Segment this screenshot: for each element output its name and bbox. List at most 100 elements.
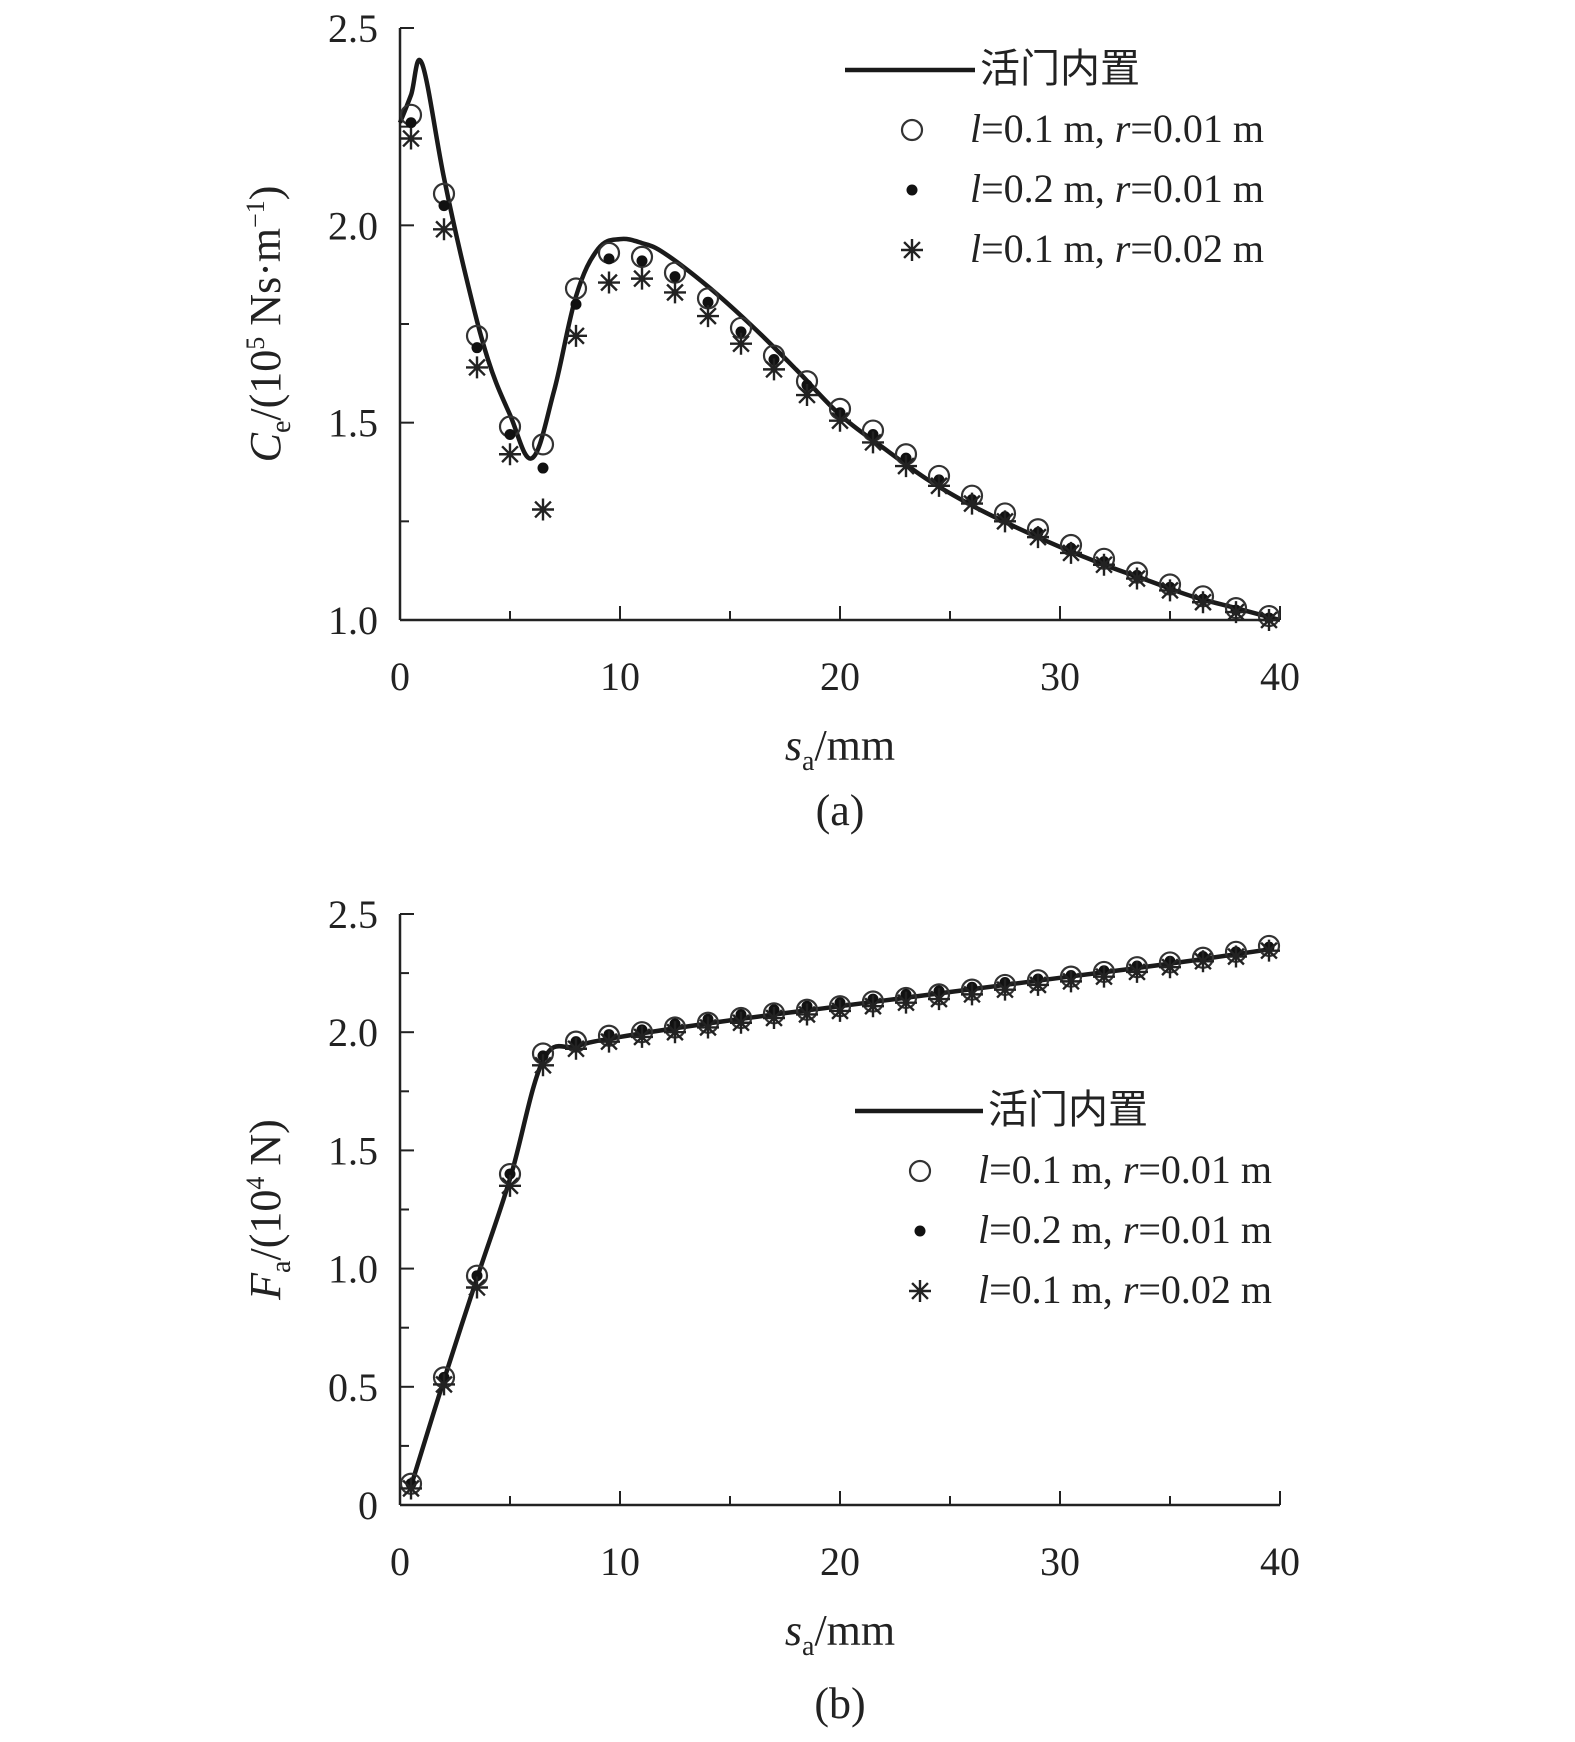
data-point-asterisk xyxy=(928,988,950,1011)
panel-label: (a) xyxy=(816,786,865,835)
data-point-asterisk xyxy=(829,999,851,1022)
data-point-asterisk xyxy=(697,1016,719,1039)
y-tick-label: 1.0 xyxy=(328,1247,378,1292)
legend-label: 活门内置 xyxy=(988,1087,1148,1133)
y-tick-label: 2.5 xyxy=(328,892,378,937)
y-tick-label: 2.0 xyxy=(328,203,378,248)
y-tick-label: 0 xyxy=(358,1483,378,1528)
x-tick-label: 10 xyxy=(600,654,640,699)
data-point-asterisk xyxy=(730,332,752,355)
chart-panel-a: 0 10 20 30 40 1.0 1.5 2.0 2.5 sa/mm Ce/(105 Ns·m−1… xyxy=(241,6,1300,835)
data-point-dot xyxy=(702,296,714,308)
data-point-asterisk xyxy=(1093,965,1115,988)
data-point-dot xyxy=(438,200,450,212)
y-axis-label: Ce/(105 Ns·m−1) xyxy=(241,186,297,463)
y-tick-label: 2.5 xyxy=(328,6,378,51)
y-tick-label: 2.0 xyxy=(328,1010,378,1055)
legend-label: l=0.1 m, r=0.01 m xyxy=(978,1147,1272,1192)
data-point-circle xyxy=(531,433,555,456)
y-tick-label: 1.0 xyxy=(328,598,378,643)
data-point-asterisk xyxy=(961,492,983,515)
data-point-asterisk xyxy=(796,1003,818,1026)
data-point-asterisk xyxy=(433,218,455,241)
legend-label: 活门内置 xyxy=(980,46,1140,92)
legend-entry-1: l=0.1 m, r=0.01 m xyxy=(900,106,1264,151)
data-point-asterisk xyxy=(1159,956,1181,979)
x-tick-label: 40 xyxy=(1260,1539,1300,1584)
legend-entry-3: l=0.1 m, r=0.02 m xyxy=(901,226,1264,271)
data-point-asterisk xyxy=(1225,601,1247,624)
data-point-asterisk xyxy=(1027,526,1049,549)
x-tick-label: 0 xyxy=(390,1539,410,1584)
legend-label: l=0.2 m, r=0.01 m xyxy=(978,1207,1272,1252)
data-point-asterisk xyxy=(730,1011,752,1034)
data-point-asterisk xyxy=(631,1025,653,1048)
x-axis-label: sa/mm xyxy=(785,721,895,777)
data-point-asterisk xyxy=(829,409,851,432)
data-point-asterisk xyxy=(1159,579,1181,602)
data-point-asterisk xyxy=(1027,973,1049,996)
x-tick-label: 20 xyxy=(820,1539,860,1584)
data-point-circle xyxy=(630,245,654,269)
y-tick-label: 1.5 xyxy=(328,401,378,446)
data-point-asterisk xyxy=(763,1007,785,1030)
data-point-asterisk xyxy=(1126,567,1148,590)
y-tick-label: 0.5 xyxy=(328,1365,378,1410)
legend: 活门内置 l=0.1 m, r=0.01 m l=0.2 m, r=0.01 m l=… xyxy=(845,46,1264,271)
legend-entry-3: l=0.1 m, r=0.02 m xyxy=(909,1267,1272,1312)
data-point-asterisk xyxy=(499,1174,521,1197)
data-point-asterisk xyxy=(598,271,620,294)
series-3 xyxy=(400,127,1280,631)
data-point-asterisk xyxy=(928,474,950,497)
legend-marker-asterisk xyxy=(909,1280,931,1302)
legend-label: l=0.1 m, r=0.02 m xyxy=(970,226,1264,271)
x-tick-label: 30 xyxy=(1040,1539,1080,1584)
data-point-dot xyxy=(504,1168,516,1180)
data-point-asterisk xyxy=(565,1037,587,1060)
data-point-circle xyxy=(564,277,588,300)
data-point-asterisk xyxy=(664,281,686,304)
data-point-asterisk xyxy=(1060,541,1082,564)
data-point-asterisk xyxy=(400,1477,422,1500)
series-3 xyxy=(400,939,1280,1500)
data-point-asterisk xyxy=(1060,970,1082,993)
data-point-dot xyxy=(603,253,615,265)
y-tick-label: 1.5 xyxy=(328,1128,378,1173)
data-point-asterisk xyxy=(1258,939,1280,962)
legend-entry-0: 活门内置 xyxy=(855,1087,1148,1133)
data-point-asterisk xyxy=(1192,591,1214,614)
data-point-asterisk xyxy=(697,305,719,328)
data-point-asterisk xyxy=(862,995,884,1018)
data-point-asterisk xyxy=(895,991,917,1014)
legend-label: l=0.1 m, r=0.01 m xyxy=(970,106,1264,151)
data-point-dot xyxy=(570,298,582,310)
legend: 活门内置 l=0.1 m, r=0.01 m l=0.2 m, r=0.01 m l=… xyxy=(855,1087,1272,1312)
legend-entry-2: l=0.2 m, r=0.01 m xyxy=(914,1207,1272,1252)
chart-panel-b: 0 10 20 30 40 0 0.5 1.0 1.5 2.0 2.5 sa/mm Fa/(104 N)… xyxy=(241,892,1300,1728)
data-point-dot xyxy=(537,462,549,474)
legend-marker-dot xyxy=(906,184,918,196)
legend-entry-0: 活门内置 xyxy=(845,46,1140,92)
y-axis-label: Fa/(104 N) xyxy=(241,1119,297,1301)
data-point-asterisk xyxy=(598,1030,620,1053)
data-point-dot xyxy=(636,255,648,267)
data-point-asterisk xyxy=(466,356,488,379)
legend-marker-dot xyxy=(914,1225,926,1237)
data-point-asterisk xyxy=(565,324,587,347)
data-point-asterisk xyxy=(895,455,917,478)
data-point-asterisk xyxy=(466,1276,488,1299)
data-point-asterisk xyxy=(532,1054,554,1077)
data-point-asterisk xyxy=(796,384,818,407)
legend-marker-circle xyxy=(908,1159,932,1183)
data-point-asterisk xyxy=(862,431,884,454)
legend-entry-2: l=0.2 m, r=0.01 m xyxy=(906,166,1264,211)
data-point-asterisk xyxy=(664,1021,686,1044)
x-tick-label: 0 xyxy=(390,654,410,699)
data-point-dot xyxy=(405,117,417,129)
data-point-asterisk xyxy=(994,978,1016,1001)
data-point-dot xyxy=(471,342,483,354)
data-point-asterisk xyxy=(1126,960,1148,983)
legend-marker-asterisk xyxy=(901,239,923,261)
data-point-asterisk xyxy=(400,127,422,150)
